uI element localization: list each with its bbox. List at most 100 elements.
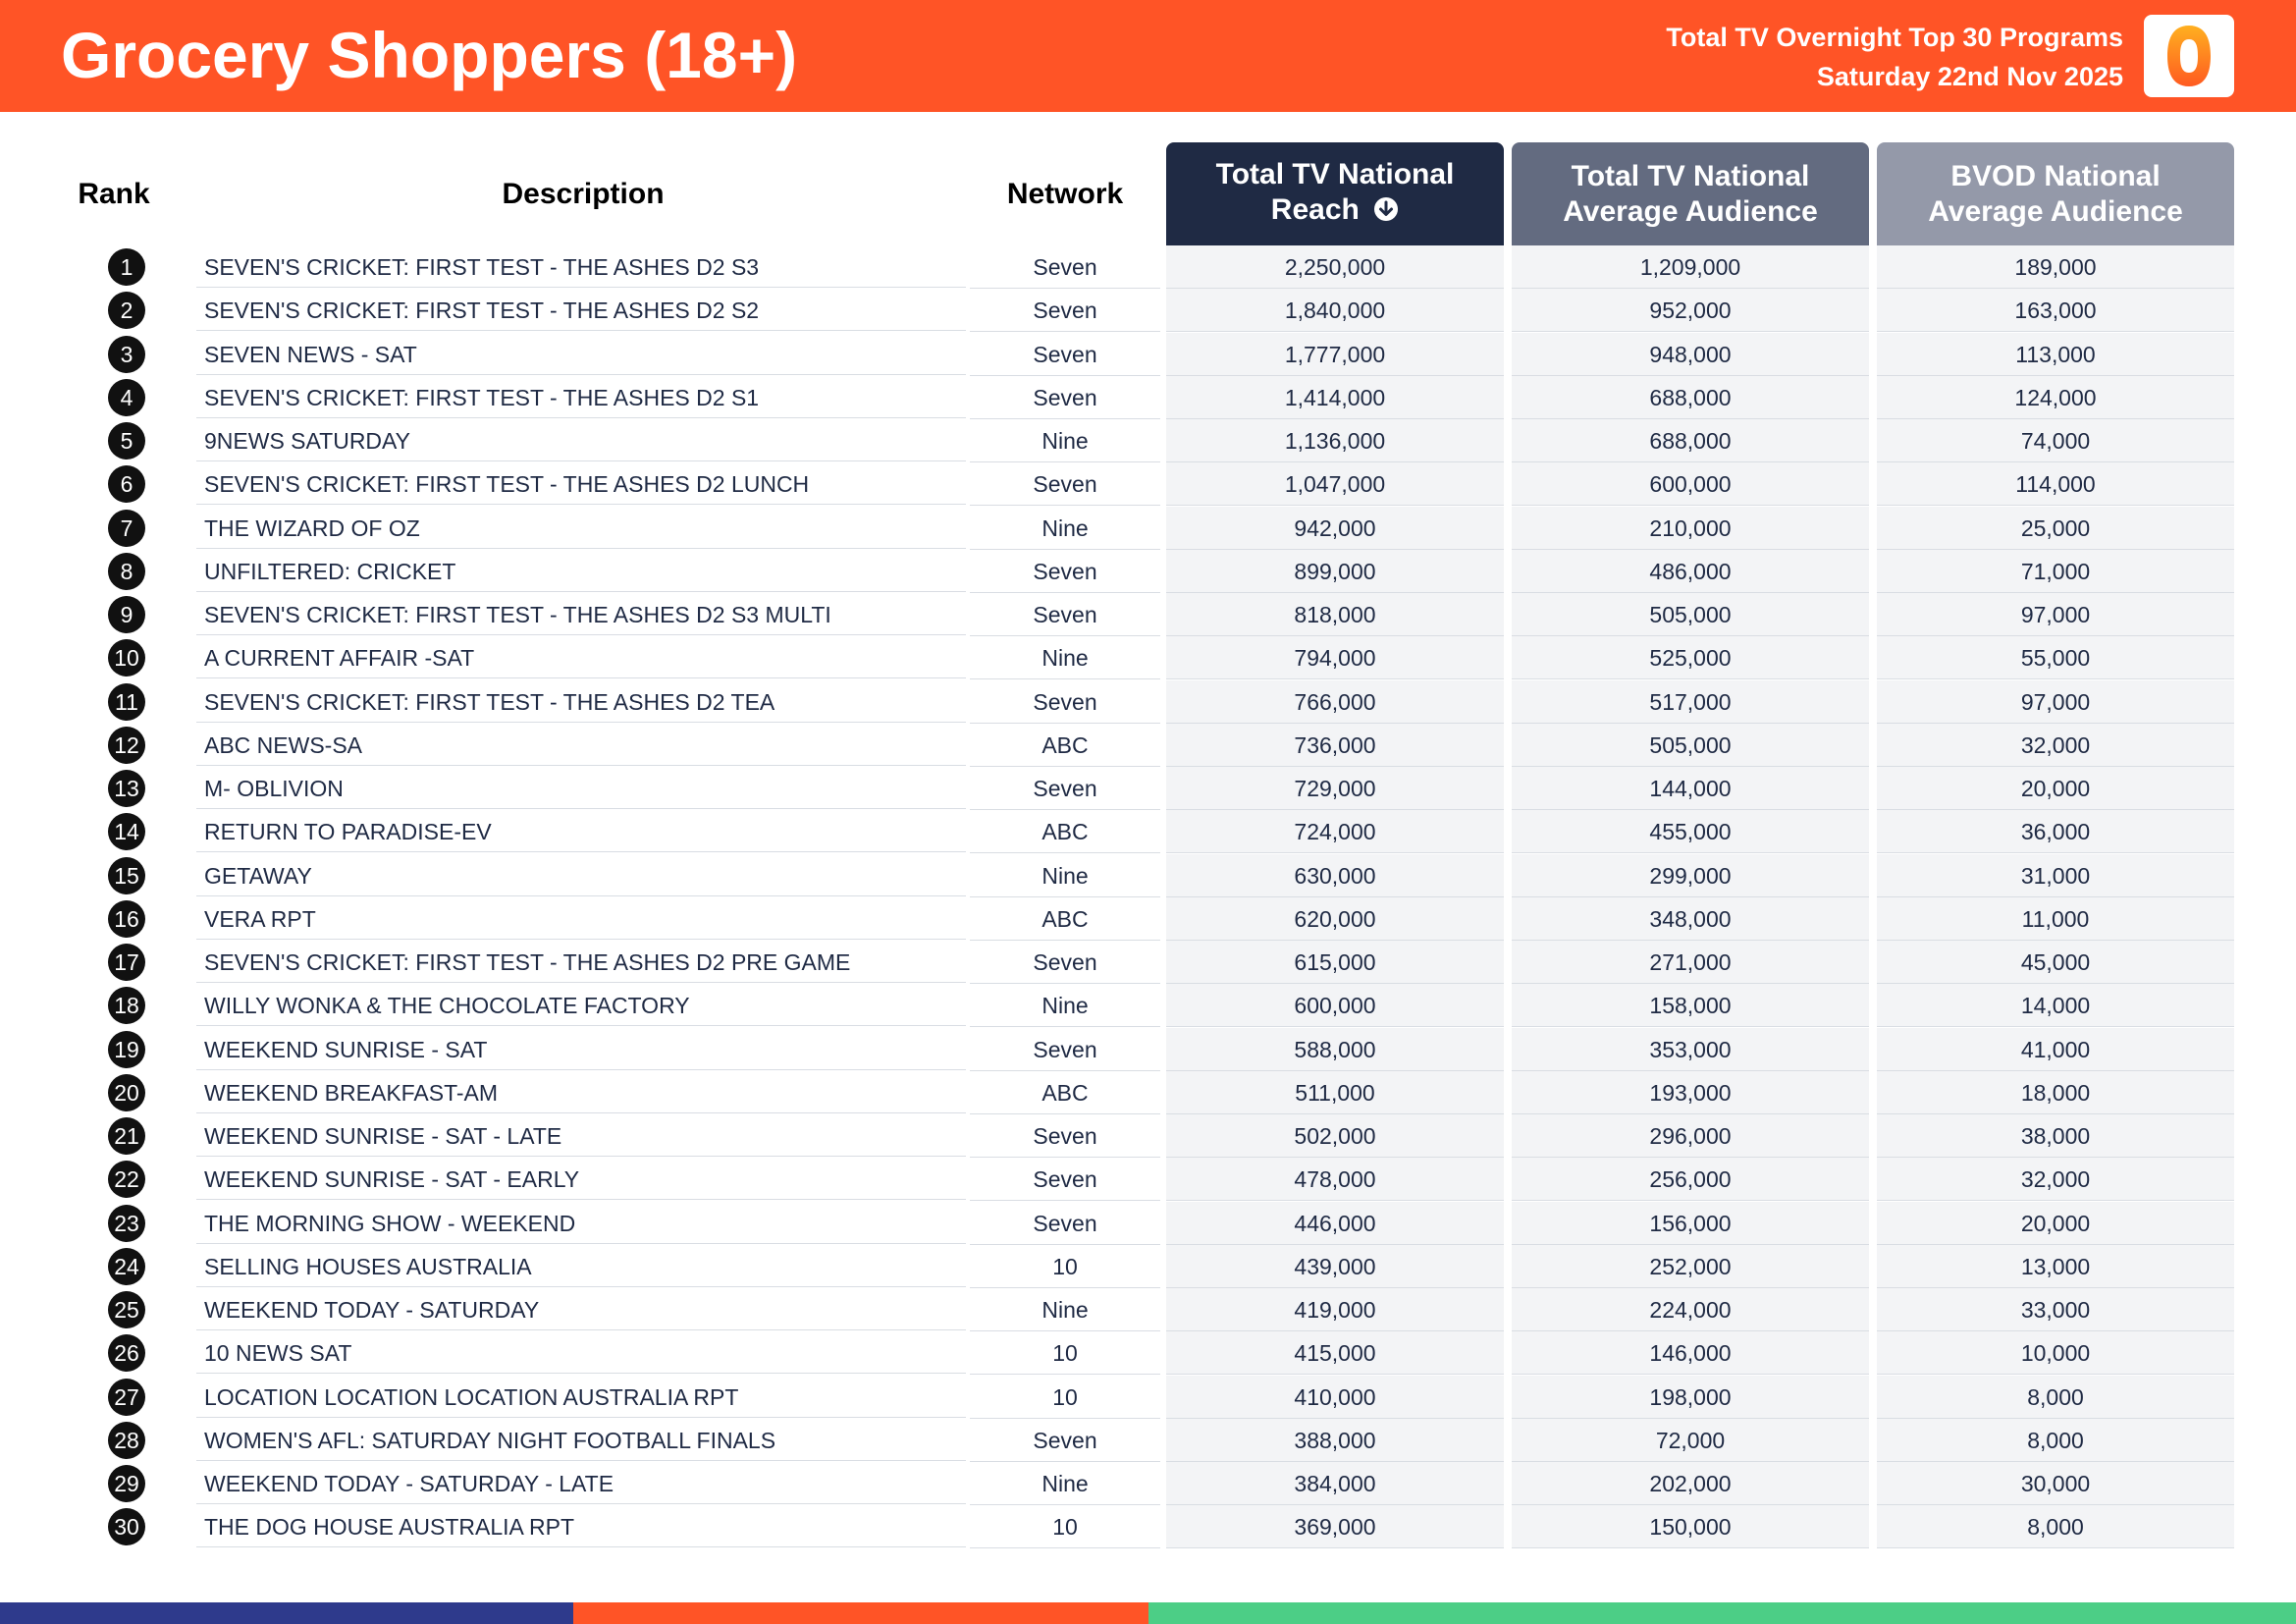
- rank-badge: 25: [108, 1291, 145, 1328]
- bvod-value: 25,000: [1877, 506, 2234, 550]
- network-name: Seven: [970, 1028, 1160, 1071]
- bvod-value: 30,000: [1877, 1462, 2234, 1505]
- bvod-value: 18,000: [1877, 1070, 2234, 1114]
- reach-value: 415,000: [1166, 1331, 1504, 1376]
- rank-badge: 28: [108, 1421, 145, 1459]
- rank-badge: 6: [108, 465, 145, 504]
- bvod-value: 31,000: [1877, 853, 2234, 897]
- network-name: ABC: [970, 897, 1160, 941]
- network-name: ABC: [970, 724, 1160, 767]
- report-type: Total TV Overnight Top 30 Programs: [1666, 23, 2123, 52]
- avg-audience-value: 600,000: [1512, 462, 1869, 507]
- rank-badge: 24: [108, 1247, 145, 1285]
- table-row: 2 SEVEN'S CRICKET: FIRST TEST - THE ASHES…: [0, 289, 2296, 333]
- table-row: 8 UNFILTERED: CRICKET Seven 899,000 486,000 7…: [0, 549, 2296, 593]
- col-header-reach-line2: Reach: [1270, 193, 1360, 226]
- rank-badge: 15: [108, 856, 145, 894]
- program-description: SEVEN'S CRICKET: FIRST TEST - THE ASHES …: [196, 941, 966, 983]
- col-header-network: Network: [1006, 177, 1124, 210]
- bvod-value: 55,000: [1877, 636, 2234, 680]
- network-name: ABC: [970, 810, 1160, 854]
- avg-audience-value: 193,000: [1512, 1070, 1869, 1114]
- avg-audience-value: 296,000: [1512, 1114, 1869, 1158]
- reach-value: 736,000: [1166, 723, 1504, 767]
- reach-value: 439,000: [1166, 1244, 1504, 1288]
- rank-badge: 18: [108, 987, 145, 1025]
- reach-value: 1,136,000: [1166, 419, 1504, 462]
- avg-audience-value: 224,000: [1512, 1288, 1869, 1331]
- network-name: Seven: [970, 550, 1160, 593]
- bvod-value: 114,000: [1877, 462, 2234, 507]
- bvod-value: 97,000: [1877, 679, 2234, 724]
- page-title: Grocery Shoppers (18+): [61, 19, 798, 91]
- network-name: Seven: [970, 376, 1160, 419]
- avg-audience-value: 948,000: [1512, 332, 1869, 376]
- bvod-value: 33,000: [1877, 1288, 2234, 1331]
- sort-descending-icon[interactable]: [1373, 195, 1399, 231]
- network-name: Seven: [970, 462, 1160, 507]
- reach-value: 600,000: [1166, 984, 1504, 1028]
- program-description: THE DOG HOUSE AUSTRALIA RPT: [196, 1505, 966, 1548]
- program-description: SEVEN'S CRICKET: FIRST TEST - THE ASHES …: [196, 462, 966, 506]
- avg-audience-value: 198,000: [1512, 1375, 1869, 1419]
- avg-audience-value: 688,000: [1512, 419, 1869, 462]
- bvod-value: 45,000: [1877, 941, 2234, 984]
- network-name: Seven: [970, 289, 1160, 333]
- avg-audience-value: 256,000: [1512, 1158, 1869, 1202]
- program-description: SEVEN NEWS - SAT: [196, 333, 966, 375]
- col-header-reach[interactable]: Total TV National Reach: [1166, 142, 1504, 245]
- bvod-value: 189,000: [1877, 245, 2234, 289]
- program-description: SEVEN'S CRICKET: FIRST TEST - THE ASHES …: [196, 289, 966, 332]
- rank-badge: 13: [108, 770, 145, 807]
- program-description: WEEKEND BREAKFAST-AM: [196, 1071, 966, 1113]
- reach-value: 615,000: [1166, 941, 1504, 984]
- bvod-value: 10,000: [1877, 1331, 2234, 1376]
- reach-value: 369,000: [1166, 1505, 1504, 1549]
- program-description: WOMEN'S AFL: SATURDAY NIGHT FOOTBALL FIN…: [196, 1419, 966, 1461]
- table-row: 22 WEEKEND SUNRISE - SAT - EARLY Seven 478,…: [0, 1158, 2296, 1202]
- network-name: Nine: [970, 419, 1160, 462]
- reach-value: 942,000: [1166, 506, 1504, 550]
- reach-value: 384,000: [1166, 1462, 1504, 1505]
- bvod-value: 32,000: [1877, 1158, 2234, 1202]
- footer-bar-orange: [573, 1602, 1148, 1624]
- col-header-avg-audience[interactable]: Total TV National Average Audience: [1512, 142, 1869, 245]
- reach-value: 511,000: [1166, 1070, 1504, 1114]
- program-description: RETURN TO PARADISE-EV: [196, 810, 966, 853]
- avg-audience-value: 72,000: [1512, 1418, 1869, 1462]
- network-name: 10: [970, 1331, 1160, 1376]
- program-description: SEVEN'S CRICKET: FIRST TEST - THE ASHES …: [196, 245, 966, 288]
- bvod-value: 38,000: [1877, 1114, 2234, 1158]
- bvod-value: 20,000: [1877, 767, 2234, 810]
- avg-audience-value: 299,000: [1512, 853, 1869, 897]
- avg-audience-value: 348,000: [1512, 896, 1869, 941]
- col-header-bvod[interactable]: BVOD National Average Audience: [1877, 142, 2234, 245]
- avg-audience-value: 505,000: [1512, 593, 1869, 636]
- program-description: VERA RPT: [196, 897, 966, 940]
- rank-badge: 29: [108, 1465, 145, 1502]
- program-description: ABC NEWS-SA: [196, 724, 966, 766]
- rank-badge: 30: [108, 1508, 145, 1546]
- program-description: WEEKEND TODAY - SATURDAY - LATE: [196, 1462, 966, 1504]
- avg-audience-value: 150,000: [1512, 1505, 1869, 1549]
- network-name: Seven: [970, 941, 1160, 984]
- avg-audience-value: 486,000: [1512, 549, 1869, 593]
- table-row: 1 SEVEN'S CRICKET: FIRST TEST - THE ASHES…: [0, 245, 2296, 289]
- program-description: 9NEWS SATURDAY: [196, 419, 966, 461]
- program-description: SEVEN'S CRICKET: FIRST TEST - THE ASHES …: [196, 376, 966, 418]
- network-name: ABC: [970, 1071, 1160, 1114]
- program-description: M- OBLIVION: [196, 767, 966, 809]
- avg-audience-value: 144,000: [1512, 767, 1869, 810]
- network-name: 10: [970, 1245, 1160, 1288]
- network-name: Seven: [970, 1419, 1160, 1462]
- rank-badge: 4: [108, 378, 145, 416]
- rank-badge: 17: [108, 944, 145, 981]
- rank-badge: 5: [108, 422, 145, 460]
- table-row: 4 SEVEN'S CRICKET: FIRST TEST - THE ASHES…: [0, 375, 2296, 419]
- oztam-logo-icon: [2144, 15, 2234, 97]
- table-row: 20 WEEKEND BREAKFAST-AM ABC 511,000 193,000 1…: [0, 1070, 2296, 1114]
- avg-audience-value: 688,000: [1512, 375, 1869, 419]
- reach-value: 1,840,000: [1166, 289, 1504, 333]
- table-row: 27 LOCATION LOCATION LOCATION AUSTRALIA R…: [0, 1375, 2296, 1419]
- network-name: Seven: [970, 245, 1160, 289]
